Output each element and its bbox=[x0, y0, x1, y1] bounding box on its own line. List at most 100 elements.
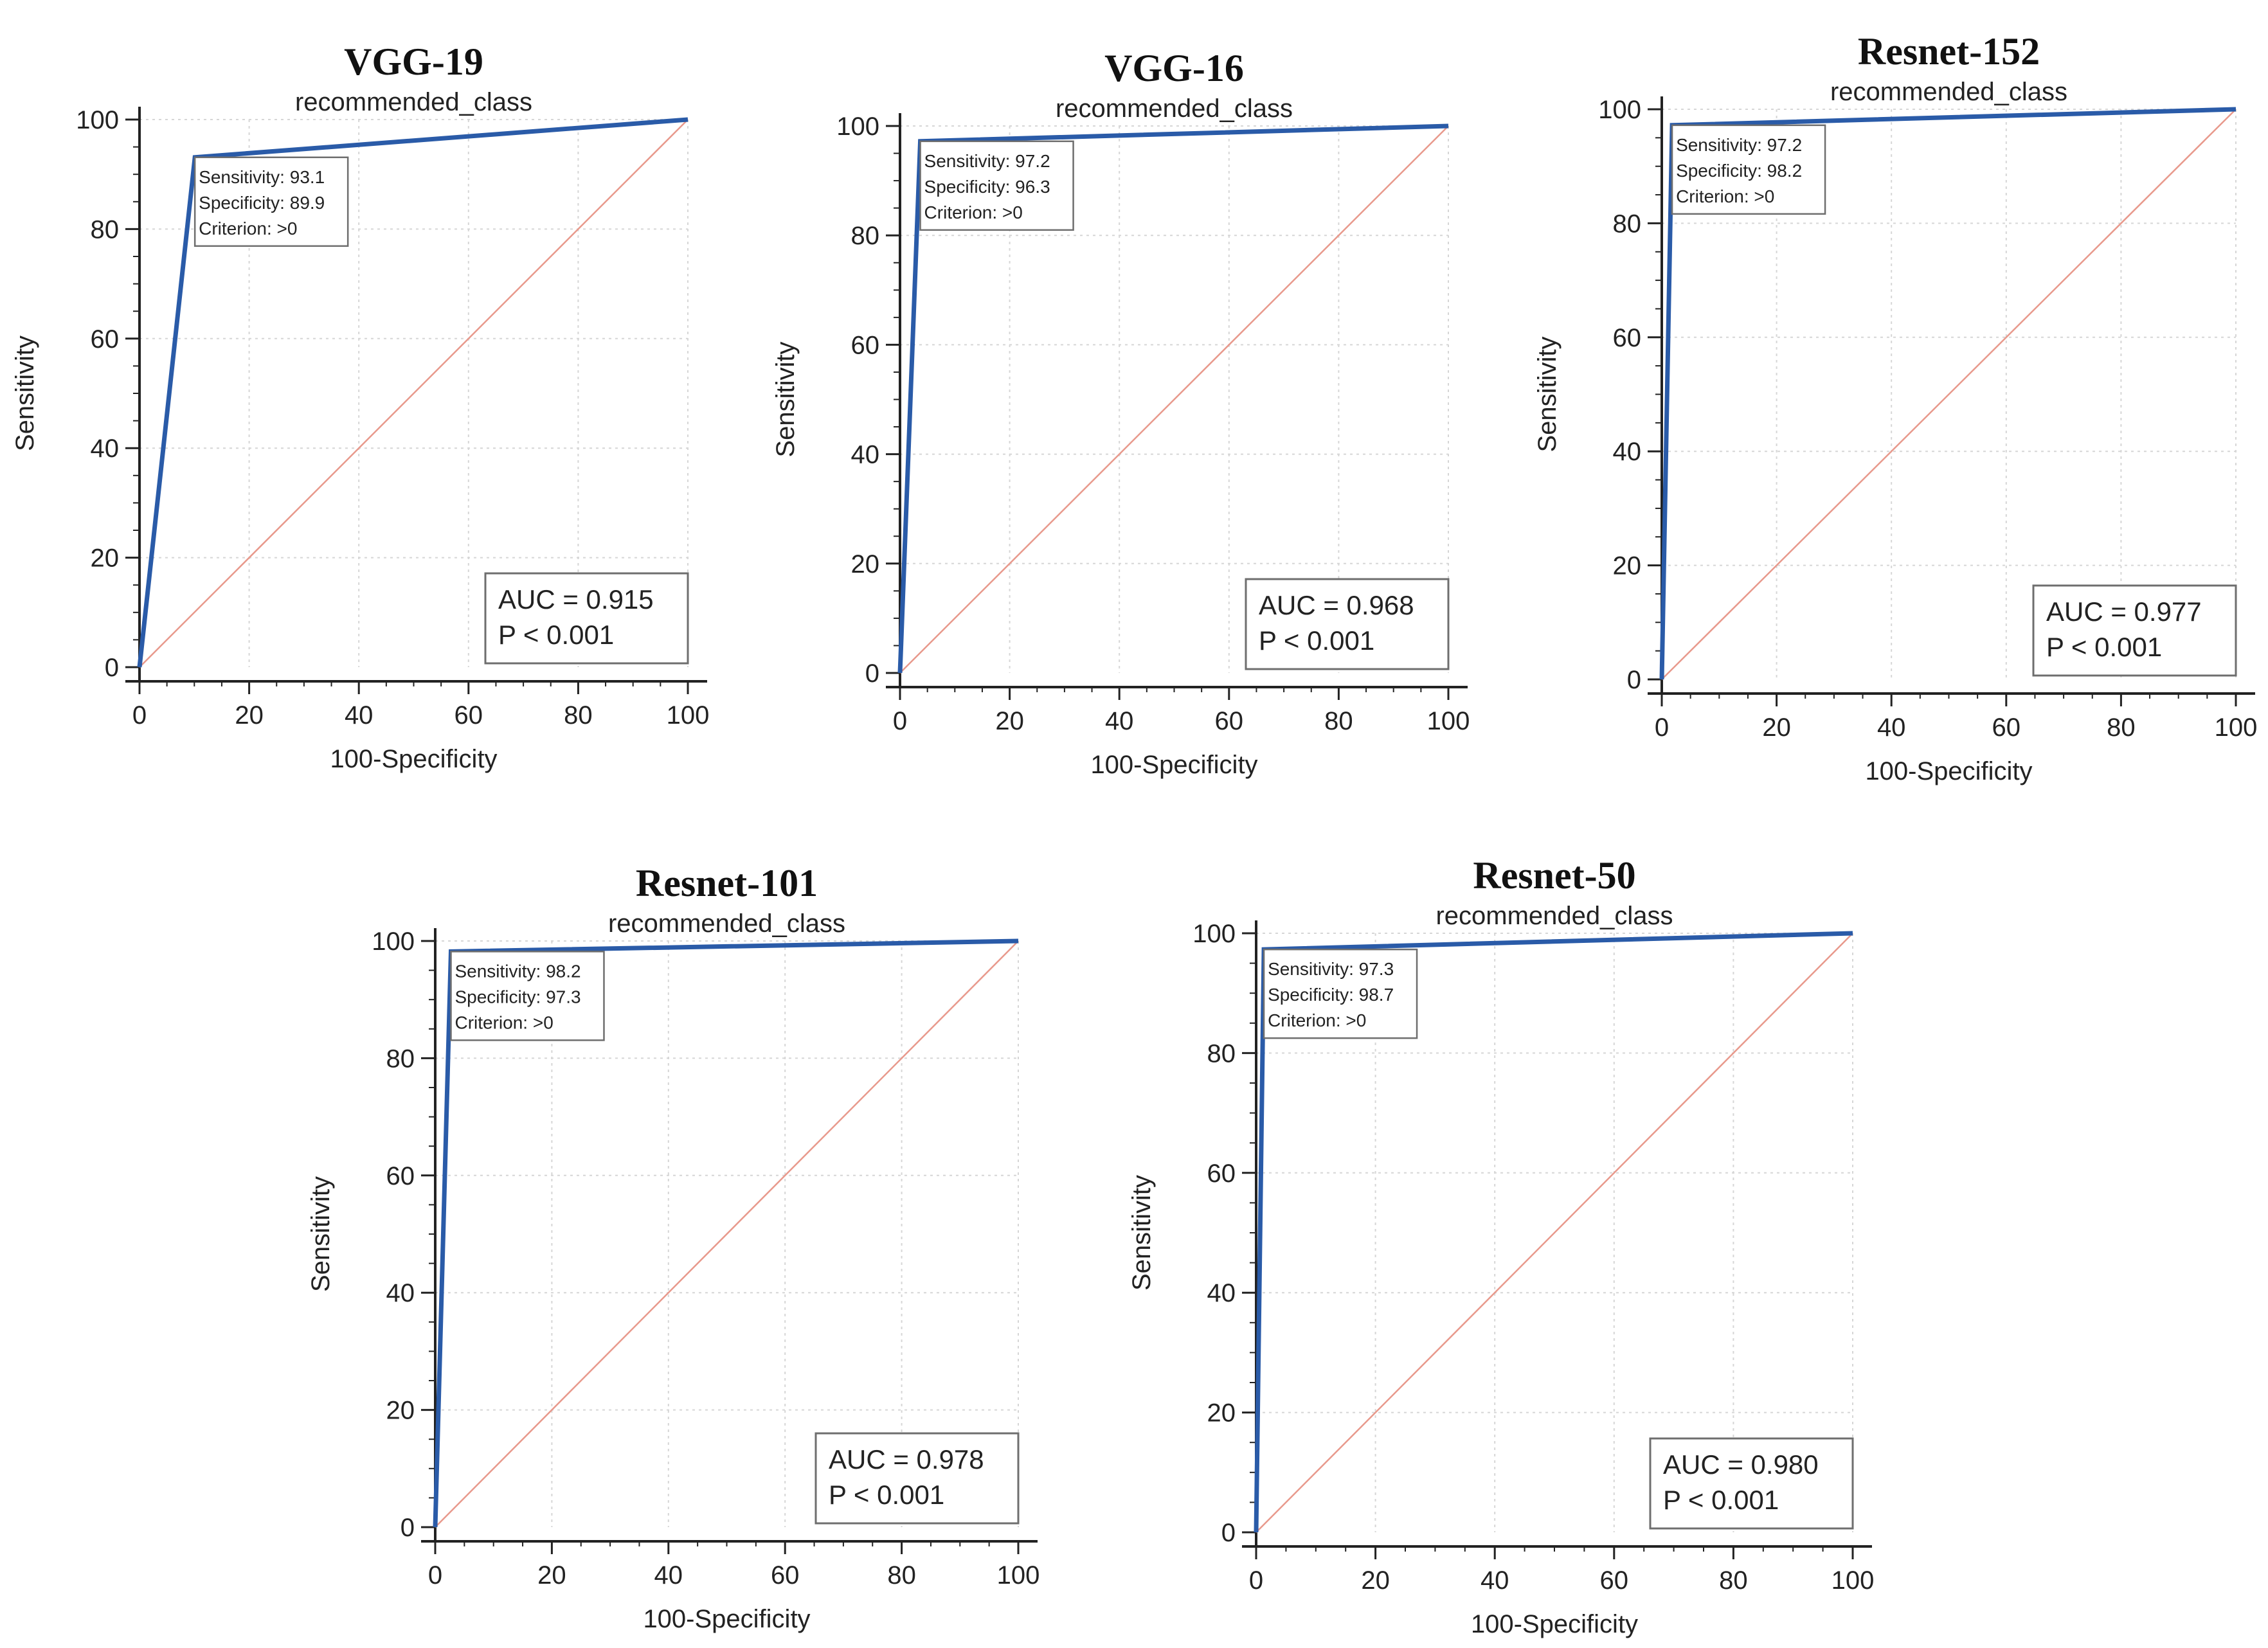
reference-diagonal-line bbox=[1256, 933, 1853, 1533]
auc-box-line: P < 0.001 bbox=[2046, 632, 2162, 662]
criterion-info-box: Sensitivity: 98.2 Specificity: 97.3 Criter… bbox=[450, 951, 605, 1041]
x-tick-label: 100 bbox=[667, 701, 710, 730]
chart-panel-3: Resnet-152 recommended_class 0 20 40 60 80 100 0… bbox=[1533, 30, 2257, 785]
auc-box: AUC = 0.978 P < 0.001 bbox=[815, 1432, 1020, 1525]
x-tick-label: 60 bbox=[1600, 1566, 1629, 1595]
y-tick-label: 40 bbox=[386, 1279, 415, 1307]
chart-panel-5: Resnet-50 recommended_class 0 20 40 60 80 100 0 2… bbox=[1128, 854, 1874, 1638]
y-tick-label: 100 bbox=[76, 106, 119, 134]
y-tick-label: 80 bbox=[91, 215, 120, 244]
chart-subtitle: recommended_class bbox=[295, 88, 532, 116]
y-tick-label: 60 bbox=[1207, 1160, 1236, 1188]
y-tick-label: 80 bbox=[1207, 1039, 1236, 1068]
auc-box-line: P < 0.001 bbox=[498, 620, 614, 650]
y-tick-label: 80 bbox=[1613, 210, 1642, 238]
info-box-line: Sensitivity: 93.1 bbox=[199, 167, 325, 187]
reference-diagonal-line bbox=[435, 940, 1019, 1528]
x-tick-label: 20 bbox=[235, 701, 264, 730]
info-box-line: Criterion: >0 bbox=[455, 1012, 553, 1032]
x-tick-label: 0 bbox=[132, 701, 147, 730]
auc-box-line: P < 0.001 bbox=[829, 1480, 944, 1510]
x-tick-label: 60 bbox=[771, 1561, 800, 1590]
auc-box-frame bbox=[1245, 578, 1450, 670]
x-tick-label: 60 bbox=[1992, 713, 2021, 742]
auc-box-line: P < 0.001 bbox=[1663, 1485, 1779, 1515]
y-tick-label: 80 bbox=[386, 1044, 415, 1073]
chart-title: VGG-16 bbox=[1104, 47, 1244, 89]
info-box-line: Criterion: >0 bbox=[1268, 1010, 1366, 1030]
auc-box-line: P < 0.001 bbox=[1259, 625, 1374, 656]
y-tick-label: 60 bbox=[851, 331, 880, 359]
y-tick-label: 20 bbox=[386, 1397, 415, 1425]
info-box-line: Sensitivity: 98.2 bbox=[455, 961, 580, 981]
info-box-frame bbox=[1671, 124, 1826, 215]
y-tick-label: 100 bbox=[1598, 96, 1641, 124]
chart-title: Resnet-50 bbox=[1473, 854, 1635, 897]
auc-box-line: AUC = 0.978 bbox=[829, 1444, 984, 1474]
x-axis-label: 100-Specificity bbox=[1090, 751, 1257, 779]
y-tick-label: 0 bbox=[1221, 1519, 1236, 1547]
x-tick-label: 0 bbox=[1655, 713, 1669, 742]
x-tick-label: 100 bbox=[1832, 1566, 1875, 1595]
y-axis-label: Sensitivity bbox=[11, 336, 39, 451]
x-tick-label: 0 bbox=[428, 1561, 442, 1590]
grid-lines bbox=[1256, 933, 1853, 1532]
info-box-frame bbox=[1263, 948, 1418, 1039]
x-tick-label: 20 bbox=[537, 1561, 566, 1590]
x-tick-label: 100 bbox=[1427, 707, 1470, 735]
grid-lines bbox=[900, 125, 1449, 673]
info-box-frame bbox=[450, 951, 605, 1041]
y-tick-label: 0 bbox=[105, 654, 119, 682]
y-tick-label: 40 bbox=[91, 434, 120, 463]
y-tick-label: 0 bbox=[1627, 666, 1641, 694]
chart-subtitle: recommended_class bbox=[1056, 94, 1293, 123]
x-tick-label: 60 bbox=[1215, 707, 1244, 735]
y-axis-label: Sensitivity bbox=[1533, 336, 1562, 452]
chart-panel-4: Resnet-101 recommended_class 0 20 40 60 80 100 0… bbox=[307, 862, 1040, 1633]
x-tick-label: 40 bbox=[345, 701, 374, 730]
criterion-info-box: Sensitivity: 97.2 Specificity: 96.3 Criter… bbox=[919, 140, 1074, 231]
x-tick-label: 100 bbox=[2215, 713, 2258, 742]
x-tick-label: 0 bbox=[1249, 1566, 1263, 1595]
x-axis-label: 100-Specificity bbox=[330, 745, 497, 773]
auc-box-frame bbox=[2032, 584, 2237, 677]
info-box-line: Specificity: 98.7 bbox=[1268, 985, 1394, 1005]
chart-subtitle: recommended_class bbox=[1436, 902, 1673, 930]
info-box-frame bbox=[194, 156, 349, 247]
y-tick-label: 20 bbox=[91, 544, 120, 573]
x-axis-label: 100-Specificity bbox=[643, 1605, 810, 1633]
y-tick-label: 20 bbox=[851, 550, 880, 578]
auc-box-line: AUC = 0.977 bbox=[2046, 596, 2202, 627]
y-tick-label: 100 bbox=[836, 112, 879, 141]
y-tick-label: 60 bbox=[386, 1162, 415, 1190]
auc-box-line: AUC = 0.968 bbox=[1259, 590, 1414, 620]
info-box-line: Specificity: 89.9 bbox=[199, 193, 325, 213]
auc-box-line: AUC = 0.915 bbox=[498, 584, 654, 614]
auc-box-frame bbox=[815, 1432, 1020, 1525]
y-tick-label: 20 bbox=[1207, 1399, 1236, 1428]
x-tick-label: 80 bbox=[887, 1561, 916, 1590]
chart-panel-1: VGG-19 recommended_class 0 20 40 60 80 100 0 20 40… bbox=[11, 40, 709, 773]
y-tick-label: 0 bbox=[865, 659, 879, 688]
y-tick-label: 100 bbox=[1192, 920, 1236, 948]
y-tick-label: 0 bbox=[401, 1514, 415, 1542]
criterion-info-box: Sensitivity: 97.3 Specificity: 98.7 Criter… bbox=[1263, 948, 1418, 1039]
auc-box: AUC = 0.980 P < 0.001 bbox=[1649, 1437, 1854, 1530]
auc-box: AUC = 0.968 P < 0.001 bbox=[1245, 578, 1450, 670]
x-tick-label: 80 bbox=[564, 701, 593, 730]
reference-diagonal-line bbox=[1661, 109, 2236, 680]
info-box-line: Criterion: >0 bbox=[1676, 186, 1774, 206]
x-tick-label: 0 bbox=[893, 707, 907, 735]
x-tick-label: 80 bbox=[2107, 713, 2136, 742]
x-tick-label: 100 bbox=[997, 1561, 1040, 1590]
chart-panel-2: VGG-16 recommended_class 0 20 40 60 80 100 0 20 40… bbox=[771, 47, 1470, 779]
y-tick-label: 40 bbox=[851, 441, 880, 469]
reference-diagonal-line bbox=[139, 119, 688, 668]
y-axis-label: Sensitivity bbox=[307, 1176, 335, 1292]
info-box-line: Specificity: 98.2 bbox=[1676, 161, 1802, 181]
x-tick-label: 40 bbox=[1877, 713, 1906, 742]
info-box-frame bbox=[919, 140, 1074, 231]
info-box-line: Sensitivity: 97.2 bbox=[924, 151, 1050, 171]
x-tick-label: 40 bbox=[654, 1561, 683, 1590]
